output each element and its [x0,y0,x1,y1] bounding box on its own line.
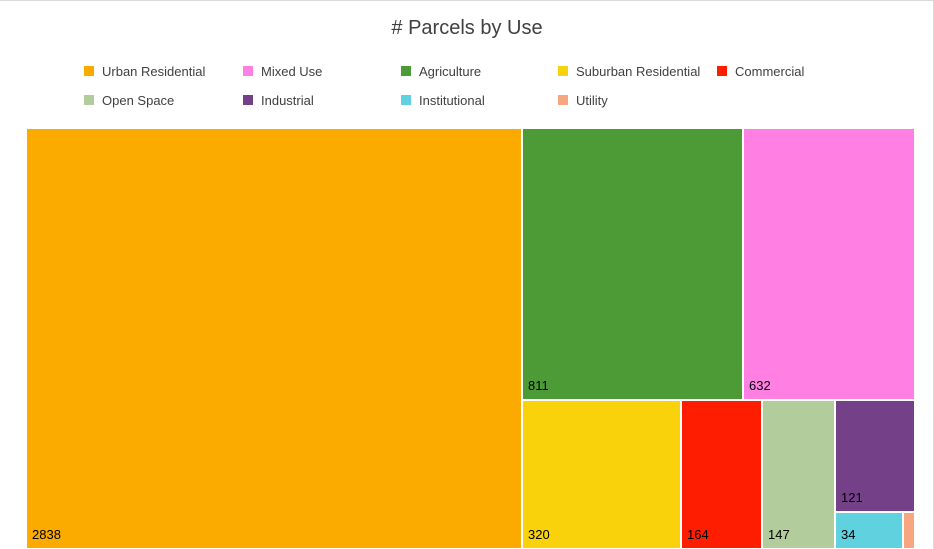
legend-item-industrial: Industrial [243,92,314,108]
tile-industrial [836,401,914,511]
legend-label: Mixed Use [261,63,323,79]
legend-swatch-agriculture [401,66,411,76]
legend-item-urban-residential: Urban Residential [84,63,205,79]
tile-label-urban-residential: 2838 [32,527,61,542]
legend-item-utility: Utility [558,92,608,108]
legend-label: Utility [576,92,608,108]
legend-item-institutional: Institutional [401,92,485,108]
tile-institutional [836,513,902,548]
legend-swatch-industrial [243,95,253,105]
tile-label-suburban-residential: 320 [528,527,550,542]
chart-title: # Parcels by Use [391,17,543,39]
legend-swatch-institutional [401,95,411,105]
legend-swatch-suburban-residential [558,66,568,76]
tile-open-space [763,401,834,548]
legend-item-open-space: Open Space [84,92,174,108]
legend-label: Suburban Residential [576,63,701,79]
tile-label-mixed-use: 632 [749,378,771,393]
tile-urban-residential [27,129,521,548]
tile-agriculture [523,129,742,399]
legend-label: Commercial [735,63,805,79]
tile-mixed-use [744,129,914,399]
legend-label: Urban Residential [102,63,206,79]
legend-swatch-commercial [717,66,727,76]
legend-swatch-urban-residential [84,66,94,76]
legend-label: Open Space [102,92,175,108]
legend-label: Industrial [261,92,314,108]
tile-suburban-residential [523,401,680,548]
tile-label-commercial: 164 [687,527,709,542]
legend-swatch-utility [558,95,568,105]
legend-label: Agriculture [419,63,482,79]
legend-item-commercial: Commercial [717,63,804,79]
legend-label: Institutional [419,92,485,108]
tile-label-institutional: 34 [841,527,855,542]
tile-commercial [682,401,761,548]
legend-item-agriculture: Agriculture [401,63,481,79]
tile-label-open-space: 147 [768,527,790,542]
legend-item-mixed-use: Mixed Use [243,63,322,79]
legend-swatch-mixed-use [243,66,253,76]
tile-label-agriculture: 811 [528,378,549,393]
tile-utility [904,513,914,548]
legend-swatch-open-space [84,95,94,105]
legend-item-suburban-residential: Suburban Residential [558,63,700,79]
tile-label-industrial: 121 [841,490,863,505]
